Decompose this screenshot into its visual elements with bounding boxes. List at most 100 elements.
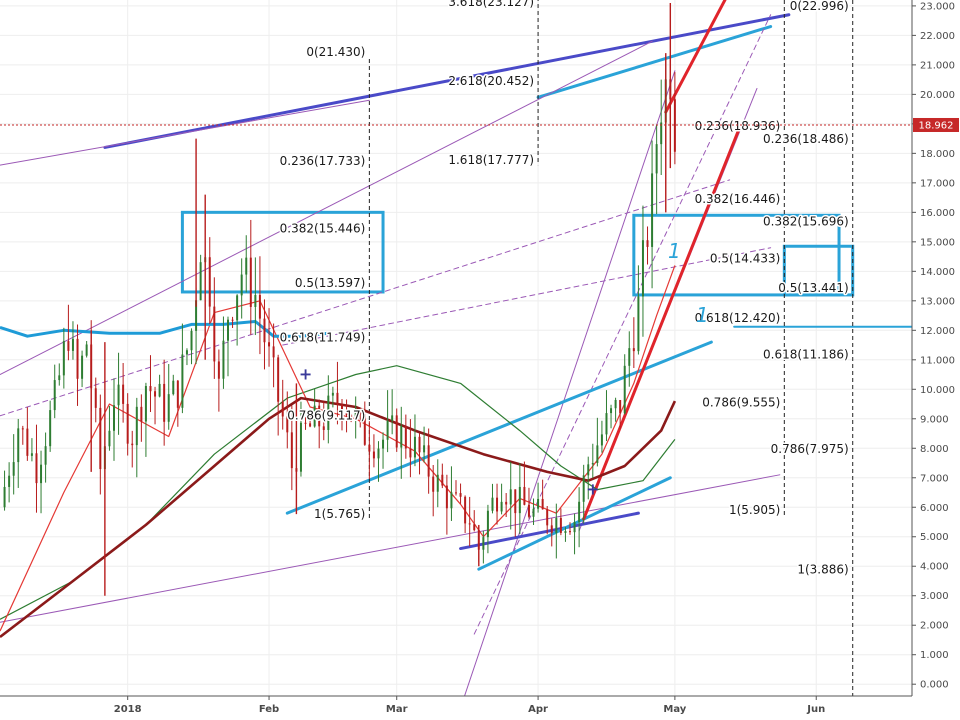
candle-body [35,453,38,484]
candle-body [619,399,622,414]
candle-body [286,416,289,433]
moving-average-darkred [0,396,677,639]
zone-box [180,210,385,294]
y-tick-label: 18.000 [920,149,955,160]
candle-body [496,497,499,512]
y-tick-label: 15.000 [920,237,955,248]
candle-body [144,386,147,422]
candle-body [313,405,316,427]
candle-body [217,361,220,379]
candle-body [628,348,631,366]
candle-body [418,436,421,453]
y-tick-label: 3.000 [920,591,949,602]
candle-body [359,411,362,415]
trend-line [582,128,741,521]
fib-level-label: 0.786(7.975) [771,442,849,456]
candle-body [482,537,485,550]
candle-body [382,439,385,449]
candle-body [350,414,353,421]
fib-level-label: 0.786(9.117) [287,408,365,422]
fib-level-label: 3.618(23.127) [448,0,534,9]
candle-body [281,401,284,417]
candle-body [632,348,635,352]
trend-line [0,40,653,376]
candle-body [190,330,193,351]
fib-level-label: 0.786(9.555) [702,395,780,409]
candle-body [17,428,20,463]
trend-lines [0,0,913,720]
annotations: 1 1 [668,239,709,327]
x-tick-label: May [663,704,686,715]
y-tick-label: 10.000 [920,385,955,396]
candle-body [559,517,562,533]
y-tick-label: 23.000 [920,1,955,12]
candle-body [126,403,129,444]
candle-body [331,392,334,396]
candle-body [523,486,526,505]
y-tick-label: 2.000 [920,621,949,632]
moving-averages [0,265,677,639]
candle-body [532,508,535,517]
candle-body [354,411,357,421]
candle-body [76,338,79,379]
zone-box [782,244,855,297]
candle-body [596,445,599,463]
zone-boxes [180,210,855,297]
y-tick-label: 13.000 [920,296,955,307]
y-tick-label: 20.000 [920,90,955,101]
candle-body [258,294,261,319]
fib-level-label: 0.618(11.186) [763,347,849,361]
zone-box [632,213,841,297]
candle-body [450,492,453,509]
y-tick-label: 14.000 [920,267,955,278]
candle-body [587,464,590,476]
fib-level-label: 0.236(18.936) [695,119,781,133]
fib-level-label: 0(22.996) [790,0,849,13]
candle-body [94,388,97,408]
y-tick-label: 5.000 [920,532,949,543]
candle-body [40,464,43,484]
candle-body [614,399,617,409]
trend-line [0,474,781,623]
candle-body [468,523,471,525]
candle-body [505,501,508,505]
candle-body [623,365,626,414]
candle-body [277,357,280,402]
candle-body [459,493,462,497]
fib-level-label: 0.382(15.446) [280,222,366,236]
fib-level-label: 0.5(13.441) [778,281,848,295]
x-tick-label: Mar [386,704,408,715]
candle-body [272,346,275,358]
candle-body [600,434,603,446]
trend-line [473,14,772,635]
candle-body [176,380,179,408]
candle-body [263,318,266,343]
candle-body [44,446,47,465]
x-tick-label: Jun [806,704,825,715]
fib-level-label: 1(5.765) [314,507,365,521]
candle-body [518,486,521,514]
trend-line [459,511,640,551]
candle-body [172,380,175,395]
fib-level-label: 0.618(11.749) [280,331,366,345]
candle-body [491,497,494,511]
candle-body [564,531,567,533]
candle-body [550,525,553,533]
candle-body [514,489,517,514]
candle-body [464,496,467,524]
trend-line [0,99,370,166]
candle-body [240,274,243,296]
candle-body [409,448,412,458]
x-tick-label: 2018 [114,704,142,715]
candle-body [3,486,6,508]
candle-body [455,492,457,494]
candle-body [21,428,24,430]
candle-body [167,394,170,422]
candle-body [268,342,271,347]
annotation-one: 1 [696,303,709,327]
y-tick-label: 1.000 [920,650,949,661]
candle-body [163,383,166,422]
candle-body [582,475,585,502]
y-tick-label: 12.000 [920,326,955,337]
candle-body [651,173,654,247]
